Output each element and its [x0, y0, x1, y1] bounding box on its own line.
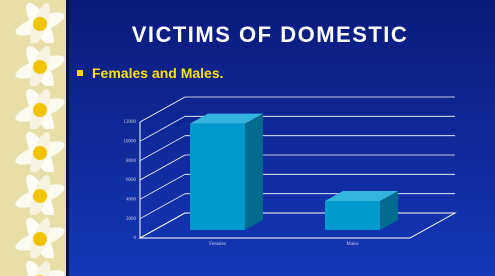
y-tick-label: 6000: [126, 178, 137, 183]
bar: [325, 201, 380, 230]
flower-strip: [0, 0, 66, 276]
y-tick-label: 12000: [124, 120, 137, 125]
y-tick-label: 2000: [126, 217, 137, 222]
x-tick-label: Males: [346, 242, 358, 247]
slide-title: VICTIMS OF DOMESTIC: [132, 22, 409, 47]
y-tick-label: 10000: [124, 139, 137, 144]
y-tick-label: 4000: [126, 197, 137, 202]
slide: VICTIMS OF DOMESTIC Females and Males. 0…: [0, 0, 495, 276]
bar-side: [245, 114, 263, 230]
y-tick-label: 8000: [126, 159, 137, 164]
divider: [66, 0, 69, 276]
bullet-text: Females and Males.: [92, 65, 224, 81]
x-tick-label: Females: [209, 242, 226, 247]
bullet-icon: [77, 70, 83, 76]
bar: [190, 124, 245, 230]
